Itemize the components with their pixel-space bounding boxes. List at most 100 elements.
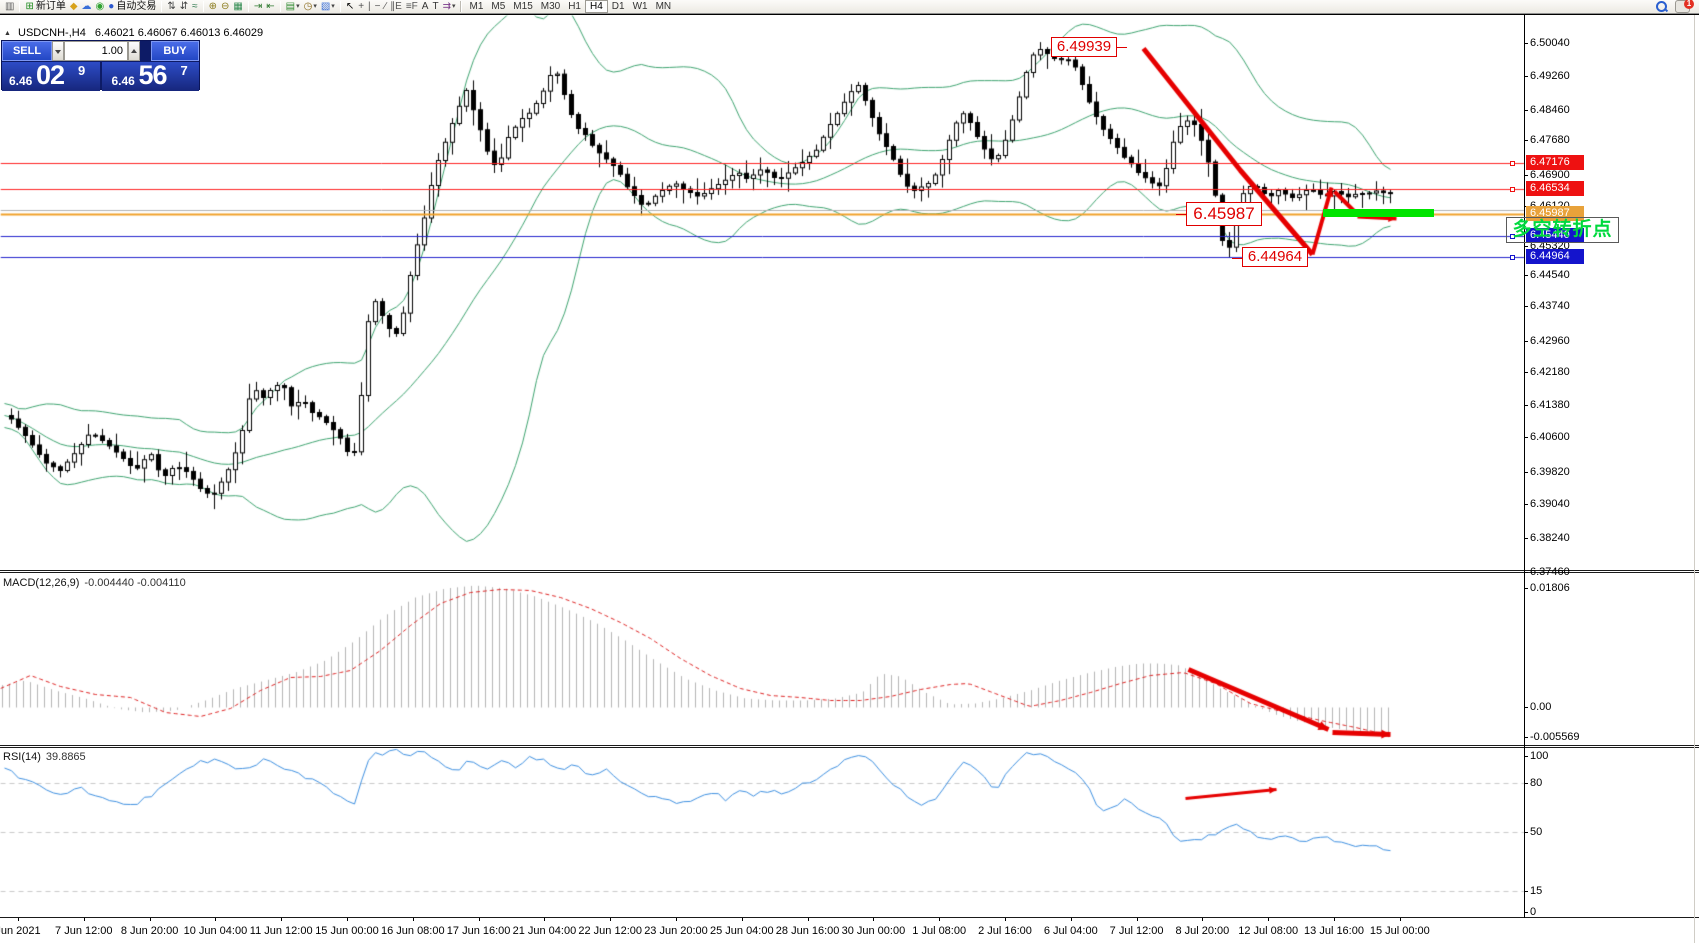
fibonacci-button[interactable]: ≡F — [404, 0, 420, 13]
sell-button[interactable]: SELL — [2, 41, 52, 61]
time-axis-line — [0, 917, 1699, 918]
time-tick-mark — [610, 918, 612, 921]
timeframe-button-m5[interactable]: M5 — [491, 1, 506, 12]
search-icon[interactable] — [1656, 1, 1669, 13]
price-line-badge: 6.47176 — [1526, 155, 1584, 170]
chat-icon[interactable]: 1 — [1675, 0, 1694, 13]
candles-mode-button[interactable]: ⇵ — [178, 0, 190, 13]
auto-scroll-button[interactable]: ⇥ — [252, 0, 264, 13]
cursor-button[interactable]: ↖ — [344, 0, 356, 13]
low-price-annotation[interactable]: 6.44964 — [1242, 247, 1308, 267]
macd-rsi-splitter[interactable] — [0, 745, 1699, 746]
timeframe-button-m30[interactable]: M30 — [540, 1, 561, 12]
timeframe-button-mn[interactable]: MN — [655, 1, 672, 12]
timeframe-button-d1[interactable]: D1 — [611, 1, 625, 12]
chevron-down-icon[interactable]: ▾ — [313, 3, 317, 10]
buy-button[interactable]: BUY — [151, 41, 199, 61]
sell-price-big: 02 — [36, 62, 65, 90]
crosshair-button[interactable]: + — [356, 0, 366, 13]
price-tick-label: 6.44540 — [1530, 269, 1570, 281]
new-order-icon: ⊞ — [25, 0, 34, 12]
triangle-up-icon — [131, 49, 137, 53]
support-highlight-bar[interactable] — [1323, 209, 1434, 217]
time-tick-label: 25 Jun 04:00 — [709, 925, 774, 937]
time-tick-label: 8 Jun 20:00 — [120, 925, 179, 937]
low-annotation-tick — [1232, 258, 1242, 259]
toolbar-separator — [19, 0, 21, 12]
price-tick-label: 6.42960 — [1530, 335, 1570, 347]
price-tick-label: 6.48460 — [1530, 104, 1570, 116]
new-order-label: 新订单 — [35, 1, 66, 12]
timeframe-button-w1[interactable]: W1 — [632, 1, 648, 12]
new-chart-button[interactable]: ▤ ▾ — [284, 0, 302, 13]
bars-mode-button[interactable]: ⇅ — [165, 0, 177, 13]
toolbar-divider — [0, 14, 1699, 15]
text-label-button[interactable]: T — [430, 0, 440, 13]
new-order-button[interactable]: ⊞ 新订单 — [23, 0, 67, 13]
price-tick-label: 6.40600 — [1530, 431, 1570, 443]
channel-button[interactable]: ∥E — [388, 0, 404, 13]
toolbar-separator — [202, 0, 204, 12]
community-cloud-button[interactable]: ☁ — [80, 0, 94, 13]
line-handle[interactable] — [1510, 234, 1515, 239]
timeframe-button-h1[interactable]: H1 — [568, 1, 581, 12]
templates-button[interactable]: ▧ ▾ — [319, 0, 337, 13]
chevron-down-icon[interactable]: ▾ — [331, 3, 335, 10]
price-tick-label: 6.46900 — [1530, 169, 1570, 181]
indicator-tick-mark — [1524, 707, 1528, 708]
buy-quote[interactable]: 6.46 56 7 — [101, 62, 199, 91]
bid-price-annotation[interactable]: 6.45987 — [1186, 202, 1262, 226]
autotrading-button[interactable]: ● 自动交易 — [106, 0, 158, 13]
time-tick-label: 17 Jun 16:00 — [446, 925, 511, 937]
line-mode-button[interactable]: ≈ — [190, 0, 200, 13]
zoom-out-button[interactable]: ⊖ — [219, 0, 231, 13]
high-price-annotation[interactable]: 6.49939 — [1051, 37, 1117, 57]
turning-point-note[interactable]: 多空转折点 — [1506, 217, 1619, 243]
crosshair-icon: + — [358, 0, 365, 12]
timeframe-button-m1[interactable]: M1 — [469, 1, 484, 12]
zoom-in-button[interactable]: ⊕ — [207, 0, 219, 13]
time-tick-label: 15 Jul 00:00 — [1369, 925, 1430, 937]
line-handle[interactable] — [1510, 161, 1515, 166]
indicator-tick-label: 50 — [1530, 826, 1543, 838]
time-tick-mark — [1005, 918, 1006, 921]
arrows-tool-button[interactable]: ⇉ ▾ — [441, 0, 458, 13]
time-tick-label: 16 Jun 08:00 — [380, 925, 445, 937]
templates-icon: ▧ — [320, 0, 331, 12]
line-handle[interactable] — [1510, 255, 1515, 260]
chart-window-button[interactable]: ▥ — [3, 0, 16, 13]
vertical-line-icon: | — [368, 0, 371, 12]
ohlc-values: 6.46021 6.46067 6.46013 6.46029 — [94, 27, 264, 39]
volume-increase-button[interactable] — [128, 41, 140, 61]
time-tick-label: 2 Jul 16:00 — [978, 925, 1032, 937]
time-tick-label: 13 Jul 16:00 — [1304, 925, 1364, 937]
trendline-button[interactable]: ∕ — [383, 0, 389, 13]
price-line-badge: 6.44964 — [1526, 249, 1584, 264]
toolbar-separator — [460, 1, 463, 12]
candles-mode-icon: ⇵ — [179, 0, 189, 12]
timeframe-button-h4[interactable]: H4 — [585, 0, 608, 13]
chart-shift-button[interactable]: ⇤ — [264, 0, 276, 13]
horizontal-line-button[interactable]: − — [373, 0, 383, 13]
text-button[interactable]: A — [420, 0, 431, 13]
periods-clock-button[interactable]: ◷ ▾ — [302, 0, 319, 13]
volume-input[interactable] — [64, 41, 128, 61]
accounts-button[interactable]: ◆ — [68, 0, 80, 13]
sell-quote[interactable]: 6.46 02 9 — [2, 62, 100, 91]
volume-decrease-button[interactable] — [52, 41, 64, 61]
line-handle[interactable] — [1510, 187, 1515, 192]
indicator-tick-mark — [1524, 912, 1528, 913]
chevron-down-icon[interactable]: ▾ — [451, 3, 456, 10]
symbol-label: USDCNH-,H4 — [18, 27, 86, 39]
price-macd-splitter[interactable] — [0, 570, 1699, 571]
time-tick-mark — [478, 918, 480, 921]
signals-button[interactable]: ◉ — [94, 0, 107, 13]
toolbar-separator — [339, 0, 341, 12]
chevron-down-icon[interactable]: ▾ — [296, 3, 300, 10]
vertical-line-button[interactable]: | — [366, 0, 373, 13]
tile-windows-button[interactable]: ▦ — [231, 0, 244, 13]
timeframe-button-m15[interactable]: M15 — [513, 1, 533, 12]
time-tick-label: 6 Jul 04:00 — [1043, 925, 1098, 937]
time-tick-label: 30 Jun 00:00 — [841, 925, 906, 937]
